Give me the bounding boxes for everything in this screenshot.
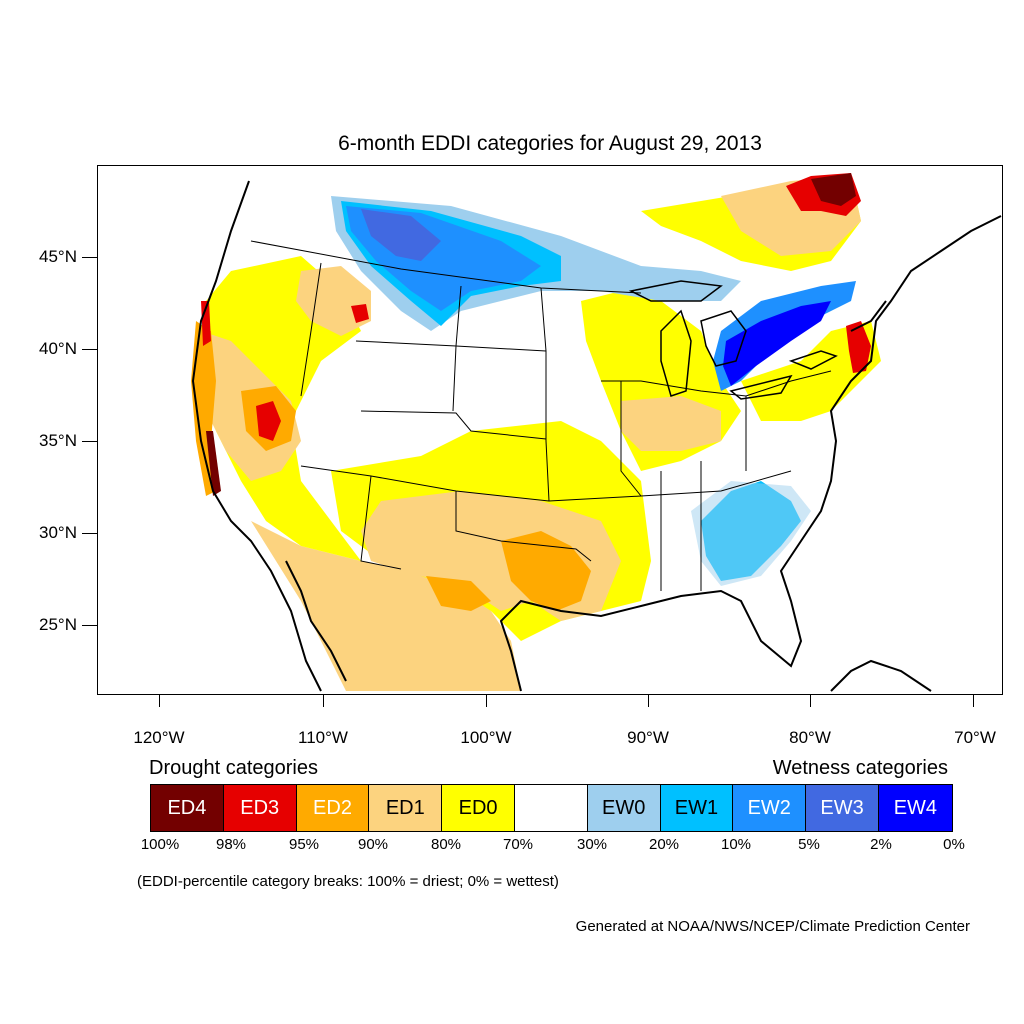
lat-label-40n: 40°N bbox=[39, 339, 77, 358]
lon-label-90w: 90°W bbox=[627, 728, 669, 747]
ew4-great-lakes bbox=[723, 301, 831, 386]
lon-label-100w: 100°W bbox=[460, 728, 512, 747]
ed0-northeast bbox=[741, 321, 881, 421]
legend-neutral bbox=[514, 785, 588, 831]
ed3-nevada bbox=[256, 401, 281, 441]
break-label: 0% bbox=[943, 836, 965, 853]
lon-tick bbox=[323, 695, 324, 707]
break-label: 20% bbox=[648, 836, 680, 853]
lon-label-70w: 70°W bbox=[954, 728, 996, 747]
break-label: 2% bbox=[870, 836, 892, 853]
legend-ed2: ED2 bbox=[296, 785, 370, 831]
map-title: 6-month EDDI categories for August 29, 2… bbox=[338, 132, 762, 155]
lon-tick bbox=[159, 695, 160, 707]
lat-tick bbox=[82, 533, 97, 534]
lon-label-110w: 110°W bbox=[298, 728, 348, 747]
ew3-north bbox=[361, 209, 441, 261]
break-label: 98% bbox=[215, 836, 247, 853]
legend-ew1: EW1 bbox=[660, 785, 734, 831]
ed3-newengland bbox=[846, 321, 871, 373]
ed1-montana bbox=[296, 266, 371, 336]
wetness-categories-heading: Wetness categories bbox=[772, 757, 948, 779]
legend-ew3: EW3 bbox=[806, 785, 879, 831]
lat-label-25n: 25°N bbox=[39, 615, 77, 634]
drought-categories-heading: Drought categories bbox=[149, 757, 318, 779]
legend-ew4: EW4 bbox=[878, 785, 952, 831]
map-panel bbox=[97, 165, 1003, 695]
lon-tick bbox=[810, 695, 811, 707]
breaks-note: (EDDI-percentile category breaks: 100% =… bbox=[137, 873, 559, 890]
legend-ed4: ED4 bbox=[151, 785, 224, 831]
lat-tick bbox=[82, 625, 97, 626]
break-label: 10% bbox=[720, 836, 752, 853]
lon-tick bbox=[648, 695, 649, 707]
lon-label-80w: 80°W bbox=[789, 728, 831, 747]
legend-ew2: EW2 bbox=[733, 785, 807, 831]
credit-line: Generated at NOAA/NWS/NCEP/Climate Predi… bbox=[575, 918, 970, 935]
lat-tick bbox=[82, 349, 97, 350]
lon-tick bbox=[973, 695, 974, 707]
coastlines bbox=[191, 180, 1002, 692]
ed1-ohio-valley bbox=[621, 396, 721, 451]
great-lakes bbox=[628, 280, 838, 400]
break-label: 30% bbox=[576, 836, 608, 853]
legend-ed3: ED3 bbox=[223, 785, 297, 831]
legend-ew0: EW0 bbox=[587, 785, 661, 831]
ew0-southeast bbox=[691, 481, 811, 586]
ed3-montana bbox=[351, 304, 369, 323]
legend-ed0: ED0 bbox=[442, 785, 515, 831]
lat-label-30n: 30°N bbox=[39, 523, 77, 542]
lat-label-35n: 35°N bbox=[39, 431, 77, 450]
break-label: 80% bbox=[430, 836, 462, 853]
break-label: 5% bbox=[798, 836, 820, 853]
break-label: 90% bbox=[357, 836, 389, 853]
lat-label-45n: 45°N bbox=[39, 247, 77, 266]
break-label: 100% bbox=[140, 836, 180, 853]
lat-tick bbox=[82, 257, 97, 258]
legend-ed1: ED1 bbox=[369, 785, 443, 831]
state-boundaries bbox=[250, 240, 832, 591]
lat-tick bbox=[82, 441, 97, 442]
break-label: 70% bbox=[502, 836, 534, 853]
eddi-map bbox=[191, 173, 1002, 692]
mexico-region bbox=[251, 521, 521, 691]
ed4-quebec bbox=[811, 173, 856, 206]
ed4-coast bbox=[206, 431, 221, 496]
category-legend-bar: ED4 ED3 ED2 ED1 ED0 EW0 EW1 EW2 EW3 EW4 bbox=[150, 784, 953, 832]
ed2-mexico bbox=[426, 576, 491, 611]
break-label: 95% bbox=[288, 836, 320, 853]
ed2-texas bbox=[501, 531, 591, 611]
lon-label-120w: 120°W bbox=[133, 728, 185, 747]
lon-tick bbox=[486, 695, 487, 707]
